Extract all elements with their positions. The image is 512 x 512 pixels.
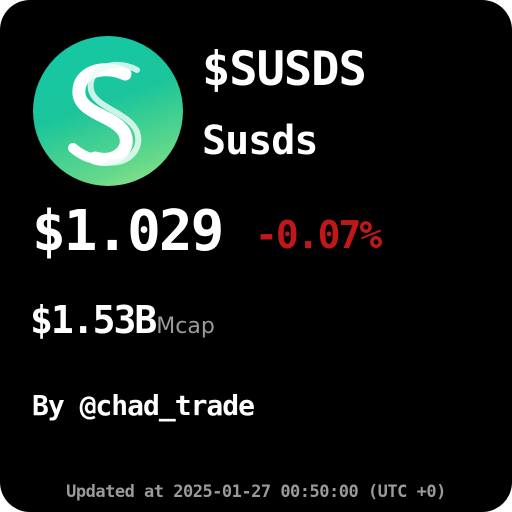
updated-timestamp: Updated at 2025-01-27 00:50:00 (UTC +0) — [66, 482, 446, 502]
price-change: -0.07% — [255, 213, 382, 257]
token-name: Susds — [202, 118, 318, 164]
logo-glyph — [68, 61, 142, 166]
market-cap-value: $1.53B — [30, 298, 157, 342]
market-cap: $1.53BMcap — [30, 301, 215, 339]
author-credit: By @chad_trade — [32, 389, 255, 422]
token-ticker: $SUSDS — [202, 42, 367, 97]
sky-s-logo-icon — [33, 36, 183, 186]
token-price: $1.029 — [32, 199, 224, 264]
market-cap-label: Mcap — [156, 314, 215, 339]
